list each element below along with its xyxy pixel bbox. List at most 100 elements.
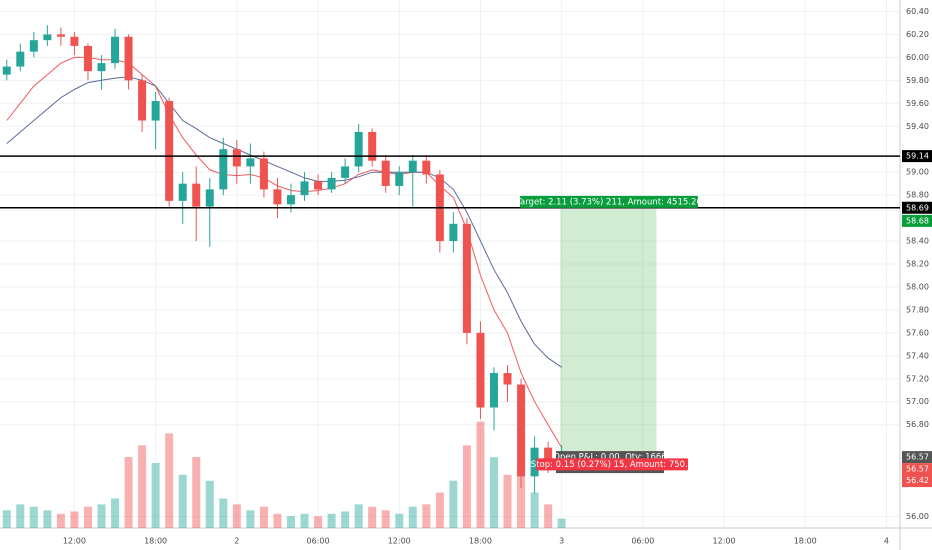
x-tick-label: 12:00: [713, 537, 736, 546]
volume-bar: [165, 433, 174, 528]
candle-body: [476, 332, 485, 408]
volume-bar: [70, 511, 79, 528]
x-tick-label: 18:00: [794, 537, 817, 546]
volume-bar: [395, 513, 404, 528]
candle-body: [530, 447, 539, 477]
candle-body: [43, 34, 52, 41]
volume-bar: [435, 492, 444, 528]
volume-bar: [368, 506, 377, 528]
y-tick-label: 57.60: [906, 328, 929, 337]
candle-body: [489, 373, 498, 408]
candle-body: [138, 80, 147, 121]
x-tick-label: 18:00: [144, 537, 167, 546]
y-tick-label: 58.80: [906, 191, 929, 200]
y-tick-label: 56.80: [906, 420, 929, 429]
stop-price-label-bg: [902, 474, 932, 487]
candle-body: [368, 132, 377, 161]
candle-body: [341, 166, 350, 178]
volume-bar: [259, 506, 268, 528]
x-tick-label: 3: [559, 537, 564, 546]
x-tick-label: 06:00: [631, 537, 654, 546]
target-label: Target: 2.11 (3.73%) 211, Amount: 4515.2…: [515, 197, 702, 207]
volume-bar: [232, 504, 241, 528]
volume-bar: [124, 457, 133, 528]
last-price-label: 56.57: [906, 465, 929, 474]
candle-body: [408, 160, 417, 173]
volume-bar: [462, 445, 471, 528]
volume-bar: [300, 513, 309, 528]
candle-body: [192, 183, 201, 207]
candle-body: [165, 101, 174, 201]
candle-body: [259, 158, 268, 190]
volume-bar: [503, 474, 512, 528]
volume-bar: [314, 516, 323, 528]
candle-body: [2, 66, 11, 75]
candle-body: [111, 36, 120, 64]
y-tick-label: 57.20: [906, 374, 929, 383]
candle-body: [124, 36, 133, 81]
volume-bar: [97, 504, 106, 528]
candle-body: [178, 183, 187, 201]
y-tick-label: 59.80: [906, 76, 929, 85]
candle-body: [462, 223, 471, 333]
price-label: 58.69: [906, 203, 929, 212]
pnl-label: Open P&L: 0.00, Qty: 1666: [553, 453, 666, 463]
volume-bar: [341, 511, 350, 528]
candle-body: [56, 34, 65, 37]
candle-body: [327, 177, 336, 190]
volume-bar: [476, 421, 485, 528]
candle-body: [232, 149, 241, 167]
last-price-label-bg: [902, 463, 932, 476]
y-tick-label: 57.40: [906, 351, 929, 360]
stop-label: Stop: 0.15 (0.27%) 15, Amount: 750.1: [531, 460, 693, 470]
y-tick-label: 59.40: [906, 122, 929, 131]
candle-body: [354, 132, 363, 167]
x-tick-label: 12:00: [388, 537, 411, 546]
y-tick-label: 60.20: [906, 30, 929, 39]
x-tick-label: 12:00: [63, 537, 86, 546]
candle-body: [246, 158, 255, 167]
x-tick-label: 4: [884, 537, 889, 546]
volume-bar: [273, 513, 282, 528]
candle-body: [219, 149, 228, 190]
candle-body: [314, 181, 323, 190]
entry-price-label: 56.57: [906, 453, 929, 462]
moving-average: [6, 76, 562, 368]
candle-body: [422, 160, 431, 175]
candle-body: [544, 447, 553, 469]
candle-body: [503, 373, 512, 385]
volume-bar: [517, 468, 526, 528]
candle-body: [286, 195, 295, 205]
y-tick-label: 60.40: [906, 7, 929, 16]
candle-body: [97, 63, 106, 72]
price-label-bg: [902, 201, 932, 214]
y-tick-label: 58.00: [906, 282, 929, 291]
volume-bar: [557, 518, 566, 528]
entry-price-label-bg: [902, 451, 932, 464]
stop-label-bg: [536, 458, 688, 471]
target-label-bg: [520, 195, 698, 208]
volume-bar: [83, 506, 92, 528]
volume-bar: [178, 474, 187, 528]
candle-body: [83, 45, 92, 72]
candle-body: [517, 384, 526, 477]
target-zone: [560, 208, 657, 452]
candle-body: [273, 189, 282, 205]
volume-bar: [530, 492, 539, 528]
candle-body: [449, 223, 458, 242]
volume-bar: [29, 506, 38, 528]
y-tick-label: 58.40: [906, 237, 929, 246]
volume-bar: [2, 510, 11, 528]
candle-body: [205, 189, 214, 207]
y-tick-label: 59.00: [906, 168, 929, 177]
volume-bar: [138, 445, 147, 528]
price-label-bg: [902, 150, 932, 163]
volume-bar: [408, 506, 417, 528]
candle-body: [151, 101, 160, 121]
candle-body: [29, 40, 38, 52]
x-tick-label: 06:00: [307, 537, 330, 546]
y-tick-label: 59.60: [906, 99, 929, 108]
y-tick-label: 57.80: [906, 305, 929, 314]
candle-body: [70, 36, 79, 46]
